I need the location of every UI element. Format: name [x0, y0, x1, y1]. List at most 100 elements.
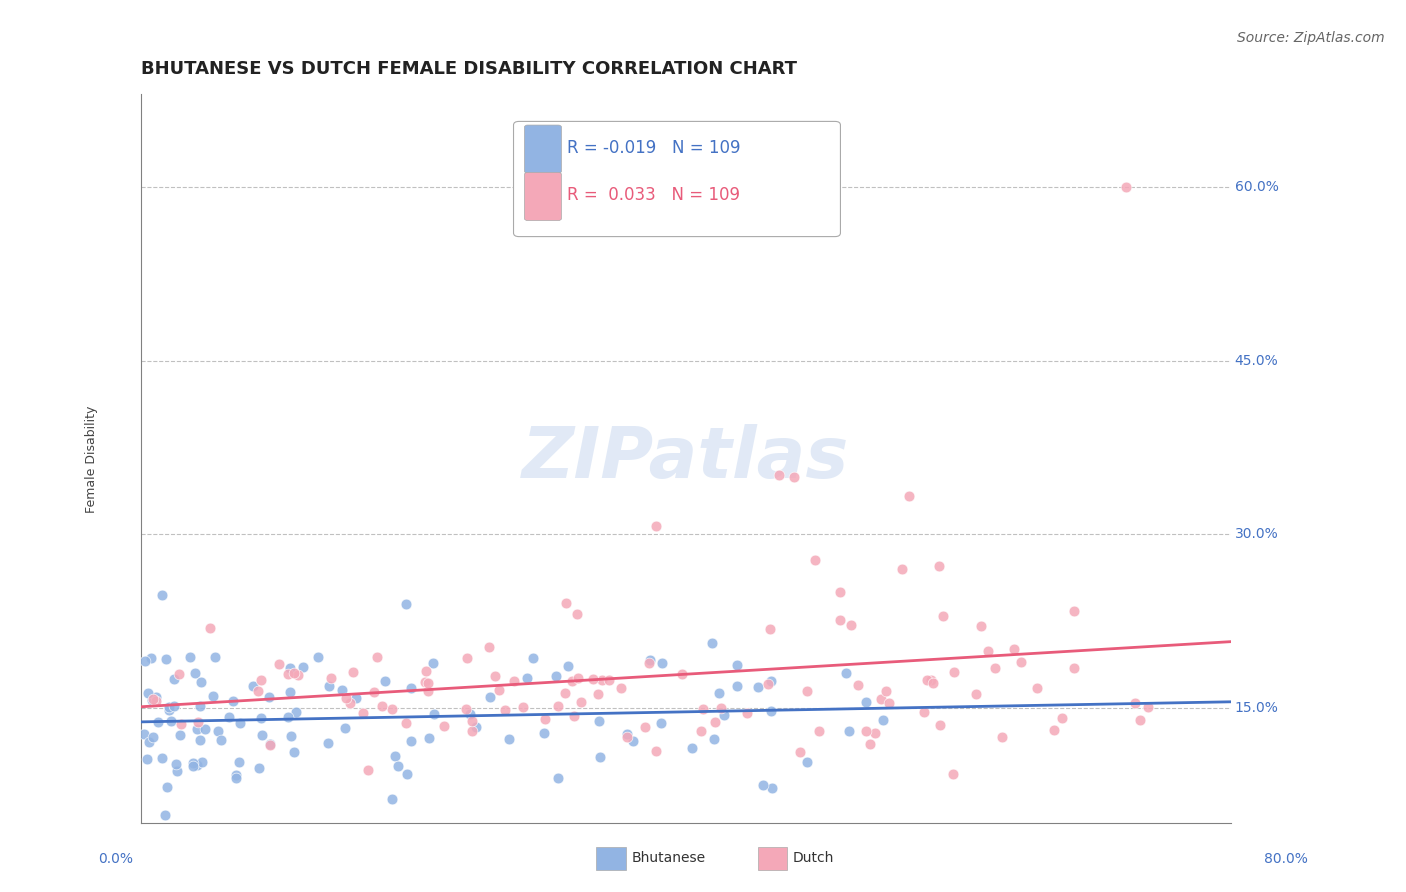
- Point: [416, 676, 439, 690]
- Point: [522, 650, 544, 665]
- Point: [319, 671, 342, 685]
- Point: [218, 710, 240, 724]
- Point: [547, 698, 569, 713]
- Point: [828, 585, 851, 599]
- Point: [638, 657, 661, 671]
- Point: [591, 673, 613, 688]
- Point: [922, 676, 945, 690]
- Point: [872, 713, 894, 727]
- Text: 30.0%: 30.0%: [1234, 527, 1278, 541]
- Point: [546, 669, 568, 683]
- Point: [465, 720, 488, 734]
- Point: [333, 721, 356, 735]
- Point: [512, 700, 534, 714]
- Point: [415, 664, 437, 678]
- FancyBboxPatch shape: [524, 172, 561, 220]
- Point: [914, 705, 936, 719]
- Point: [609, 681, 631, 695]
- Point: [621, 734, 644, 748]
- Point: [374, 674, 396, 689]
- Point: [155, 651, 177, 665]
- Point: [839, 618, 862, 632]
- Point: [702, 731, 724, 746]
- Point: [796, 755, 818, 769]
- Point: [564, 709, 586, 723]
- Point: [503, 673, 526, 688]
- Point: [516, 671, 538, 685]
- Point: [242, 679, 264, 693]
- Point: [567, 607, 589, 621]
- Point: [638, 653, 661, 667]
- Point: [870, 692, 893, 706]
- Point: [150, 588, 173, 602]
- Point: [283, 666, 305, 681]
- Point: [339, 696, 361, 710]
- Point: [184, 666, 207, 681]
- Text: R =  0.033   N = 109: R = 0.033 N = 109: [567, 186, 740, 204]
- Point: [138, 734, 160, 748]
- Point: [991, 730, 1014, 744]
- Point: [342, 665, 364, 680]
- Point: [277, 666, 299, 681]
- Point: [725, 658, 748, 673]
- Point: [942, 767, 965, 781]
- Point: [142, 730, 165, 744]
- Point: [456, 650, 478, 665]
- Point: [190, 675, 212, 690]
- Text: Female Disability: Female Disability: [86, 405, 98, 513]
- Point: [875, 684, 897, 698]
- Point: [932, 609, 955, 624]
- Point: [222, 694, 245, 708]
- Point: [416, 684, 439, 698]
- Point: [616, 730, 638, 744]
- Point: [252, 728, 274, 742]
- Point: [586, 686, 609, 700]
- Point: [1063, 604, 1085, 618]
- Point: [671, 667, 693, 681]
- Point: [943, 665, 966, 680]
- Point: [267, 657, 290, 671]
- Point: [547, 771, 569, 785]
- Point: [928, 559, 950, 574]
- Point: [644, 744, 666, 758]
- Point: [381, 702, 404, 716]
- Point: [1011, 655, 1033, 669]
- Point: [292, 659, 315, 673]
- Point: [371, 699, 394, 714]
- Point: [277, 710, 299, 724]
- Point: [157, 703, 180, 717]
- Point: [789, 745, 811, 759]
- Point: [399, 734, 422, 748]
- Point: [759, 704, 782, 718]
- Point: [247, 761, 270, 775]
- Point: [201, 689, 224, 703]
- Point: [384, 749, 406, 764]
- Point: [768, 467, 790, 482]
- Point: [484, 669, 506, 683]
- Point: [381, 792, 404, 806]
- Point: [166, 756, 188, 771]
- Point: [169, 716, 191, 731]
- Point: [554, 686, 576, 700]
- Point: [191, 756, 214, 770]
- Point: [700, 635, 723, 649]
- Point: [280, 729, 302, 743]
- Point: [561, 674, 583, 689]
- Point: [704, 714, 727, 729]
- Point: [225, 771, 247, 785]
- Point: [246, 683, 269, 698]
- Point: [135, 752, 157, 766]
- Text: 0.0%: 0.0%: [98, 852, 134, 866]
- Point: [155, 808, 177, 822]
- Point: [249, 673, 271, 687]
- Point: [229, 715, 252, 730]
- Point: [1136, 700, 1159, 714]
- Point: [863, 726, 886, 740]
- Point: [707, 686, 730, 700]
- FancyBboxPatch shape: [513, 121, 841, 236]
- Text: 60.0%: 60.0%: [1234, 180, 1278, 194]
- Point: [423, 706, 446, 721]
- Point: [287, 668, 309, 682]
- Point: [616, 726, 638, 740]
- Text: 15.0%: 15.0%: [1234, 701, 1278, 714]
